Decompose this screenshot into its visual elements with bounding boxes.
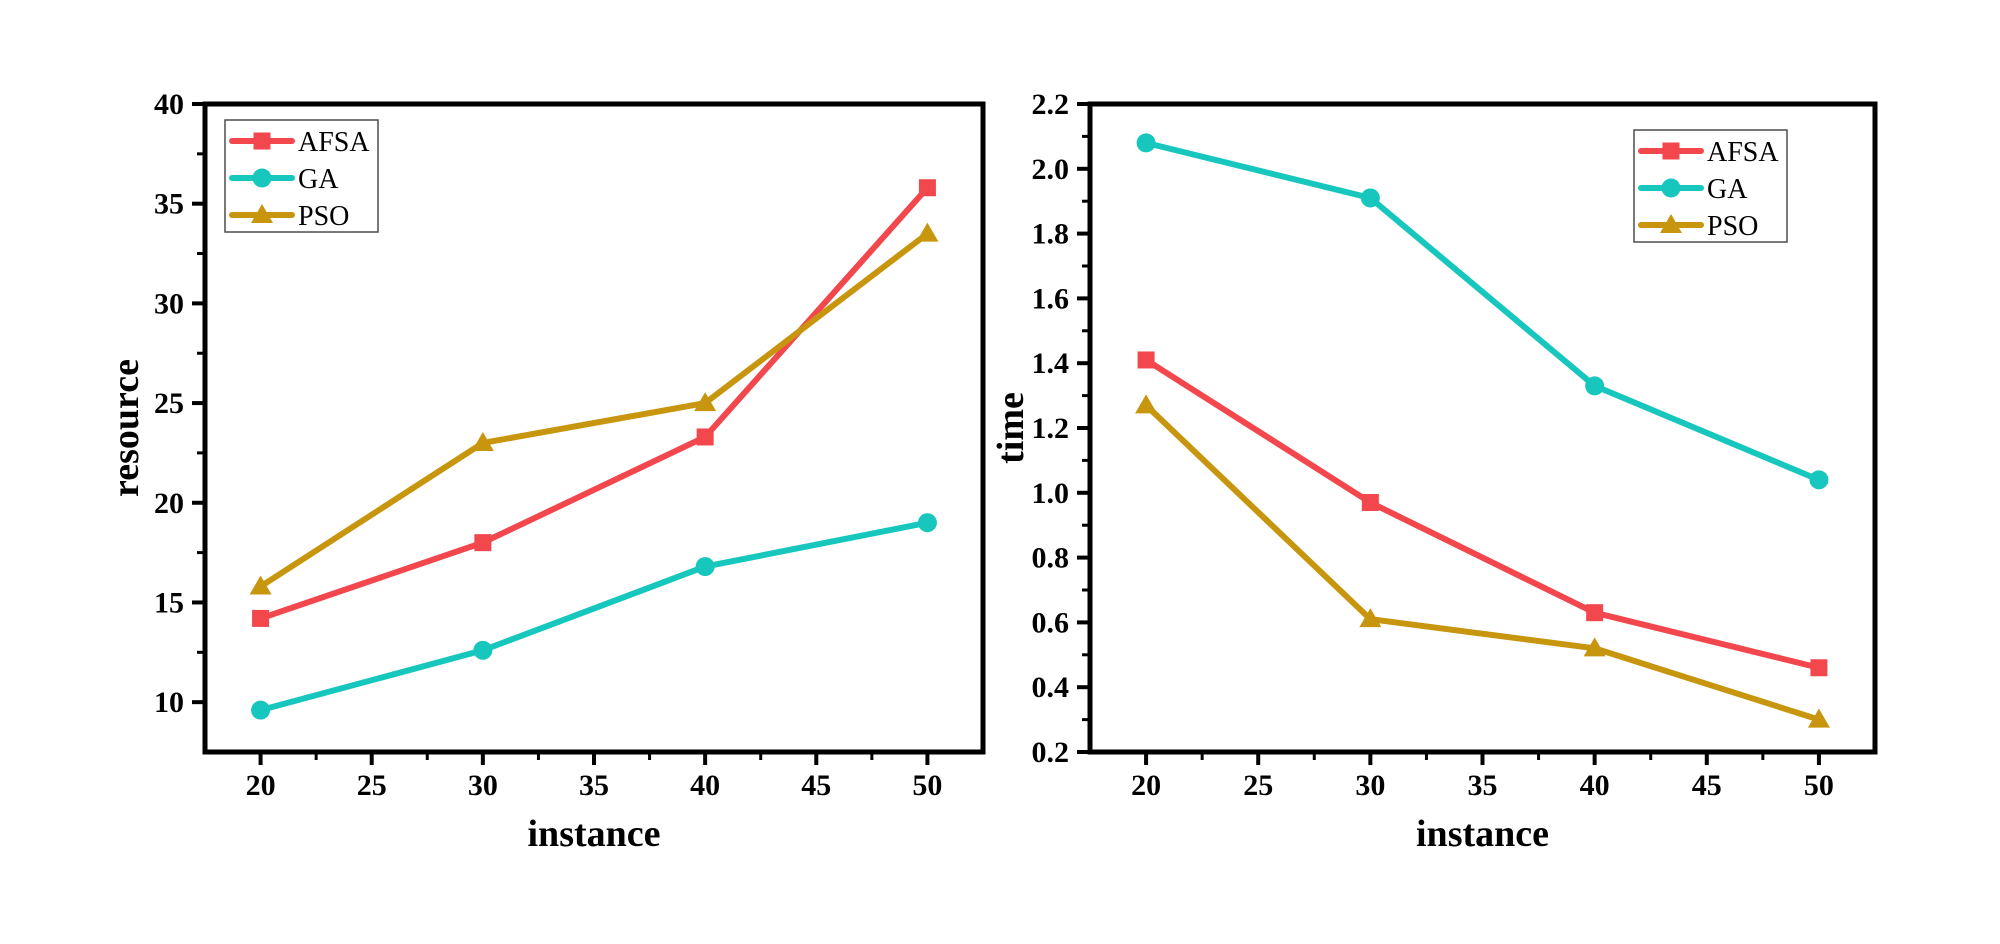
series-marker-ga: [1360, 188, 1380, 208]
y-tick-label: 0.6: [1032, 606, 1070, 639]
series-marker-pso: [471, 431, 494, 451]
y-tick-label: 2.0: [1032, 153, 1070, 186]
y-tick-label: 20: [154, 487, 184, 520]
series-marker-ga: [251, 700, 271, 720]
legend: AFSA GA PSO: [224, 119, 379, 233]
legend-label-pso: PSO: [298, 201, 349, 232]
series-line-ga: [257, 519, 931, 714]
x-tick-label: 20: [1131, 769, 1161, 802]
x-tick-label: 45: [1692, 769, 1722, 802]
x-tick-label: 25: [357, 769, 387, 802]
series-marker-ga: [1809, 470, 1829, 490]
series-marker-ga: [1136, 133, 1156, 153]
y-tick-label: 10: [154, 686, 184, 719]
x-tick-label: 35: [1468, 769, 1498, 802]
legend-marker-ga: [1661, 178, 1681, 198]
plot-border: [202, 101, 986, 755]
series-line-pso: [1143, 402, 1822, 723]
legend-label-ga: GA: [298, 164, 339, 195]
legend-marker-afsa: [253, 132, 271, 150]
y-tick-label: 35: [154, 188, 184, 221]
series-marker-pso: [1583, 637, 1606, 657]
series-marker-afsa: [696, 428, 714, 446]
right-chart: 20 25 30 35 40 45 50 0.2 0.4 0.6 0.8 1.0 1.2 1.4 1.6 1.…: [990, 88, 1878, 855]
series-marker-ga: [695, 557, 715, 577]
x-axis-label: instance: [1416, 813, 1549, 855]
legend-marker-pso: [251, 204, 273, 223]
legend: AFSA GA PSO: [1633, 129, 1788, 243]
series-marker-pso: [694, 392, 717, 412]
legend-label-afsa: AFSA: [298, 127, 370, 158]
x-axis-label: instance: [528, 813, 661, 855]
y-tick-label: 1.8: [1032, 218, 1070, 251]
y-tick-label: 30: [154, 287, 184, 320]
series-line-ga: [1143, 139, 1822, 483]
series-marker-afsa: [474, 534, 492, 552]
left-chart: 20 25 30 35 40 45 50 10 15 20 25 30 35 40 instance reso…: [105, 88, 986, 855]
series-marker-ga: [1585, 376, 1605, 396]
x-tick-label: 45: [801, 769, 831, 802]
series-marker-afsa: [1361, 494, 1379, 512]
x-tick-label: 30: [1355, 769, 1385, 802]
y-tick-label: 40: [154, 88, 184, 121]
legend-label-afsa: AFSA: [1707, 137, 1779, 168]
series-marker-pso: [1135, 394, 1158, 414]
series-marker-afsa: [1137, 351, 1155, 369]
series-marker-ga: [917, 513, 937, 533]
y-axis-label: resource: [105, 359, 147, 497]
series-marker-ga: [473, 640, 493, 660]
series-marker-pso: [249, 575, 272, 595]
series-marker-afsa: [1586, 604, 1604, 622]
series-line-afsa: [1143, 356, 1822, 671]
legend-marker-ga: [252, 168, 272, 188]
legend-marker-afsa: [1662, 142, 1680, 160]
y-tick-label: 1.4: [1032, 347, 1070, 380]
x-tick-label: 50: [1804, 769, 1834, 802]
y-tick-label: 0.8: [1032, 542, 1070, 575]
y-tick-label: 0.4: [1032, 671, 1070, 704]
series-marker-afsa: [918, 179, 936, 197]
x-tick-label: 20: [246, 769, 276, 802]
y-tick-label: 25: [154, 387, 184, 420]
y-tick-label: 1.6: [1032, 282, 1070, 315]
x-tick-label: 40: [1580, 769, 1610, 802]
y-tick-label: 1.2: [1032, 412, 1070, 445]
x-tick-label: 25: [1243, 769, 1273, 802]
series-marker-pso: [1359, 608, 1382, 628]
x-tick-label: 50: [912, 769, 942, 802]
series-marker-afsa: [252, 609, 270, 627]
y-tick-label: 2.2: [1032, 88, 1070, 121]
x-tick-label: 35: [579, 769, 609, 802]
y-axis-label: time: [990, 392, 1032, 464]
plot-border: [1087, 101, 1878, 755]
legend-marker-pso: [1660, 214, 1682, 233]
y-tick-label: 0.2: [1032, 736, 1070, 769]
y-tick-label: 1.0: [1032, 477, 1070, 510]
legend-label-pso: PSO: [1707, 211, 1758, 242]
series-marker-pso: [916, 222, 939, 242]
x-tick-label: 40: [690, 769, 720, 802]
legend-label-ga: GA: [1707, 174, 1748, 205]
series-marker-pso: [1807, 708, 1830, 728]
series-line-afsa: [257, 184, 931, 622]
y-tick-label: 15: [154, 586, 184, 619]
series-line-pso: [257, 230, 931, 590]
series-marker-afsa: [1810, 659, 1828, 677]
x-tick-label: 30: [468, 769, 498, 802]
